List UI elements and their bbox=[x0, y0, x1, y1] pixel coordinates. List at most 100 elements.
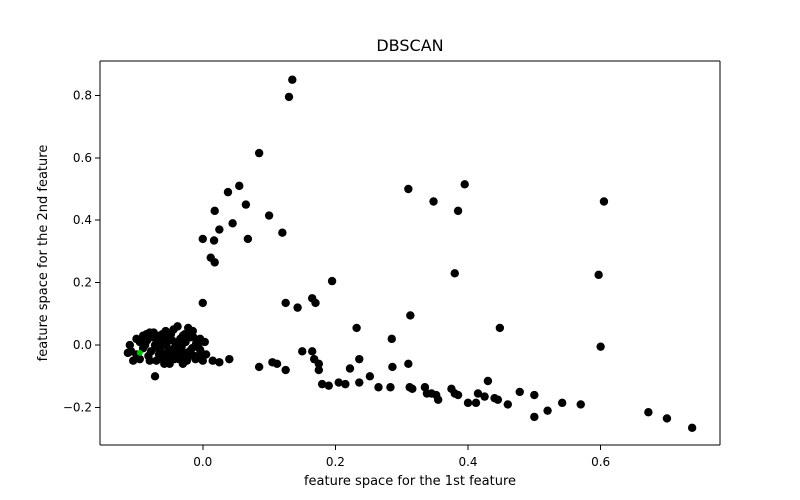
black-data-point bbox=[471, 398, 481, 408]
black-data-point bbox=[198, 356, 207, 365]
x-ticks: 0.0 0.2 0.4 0.6 bbox=[193, 445, 610, 469]
y-ticks: −0.2 0.0 0.2 0.4 0.6 0.8 bbox=[63, 88, 100, 415]
black-data-point bbox=[156, 345, 165, 354]
black-data-point bbox=[281, 365, 290, 375]
y-tick-label: 0.0 bbox=[73, 338, 92, 352]
black-data-point bbox=[123, 348, 133, 358]
black-data-point bbox=[311, 298, 320, 308]
black-data-point bbox=[408, 384, 417, 394]
black-data-point bbox=[201, 350, 211, 359]
black-data-point bbox=[374, 383, 383, 392]
black-data-point bbox=[208, 356, 217, 365]
black-data-point bbox=[272, 359, 282, 369]
black-data-point bbox=[254, 362, 264, 372]
black-data-point bbox=[152, 336, 162, 345]
black-data-point bbox=[317, 379, 327, 389]
black-data-point bbox=[178, 347, 187, 356]
black-data-point bbox=[429, 197, 438, 206]
green-data-point bbox=[136, 349, 143, 356]
black-data-point bbox=[168, 336, 177, 345]
black-data-point bbox=[145, 356, 154, 365]
black-data-point bbox=[200, 337, 209, 347]
black-data-point bbox=[355, 354, 364, 364]
black-data-point bbox=[146, 347, 156, 356]
y-tick-label: 0.2 bbox=[73, 276, 92, 290]
black-data-point bbox=[387, 334, 396, 344]
black-data-point bbox=[352, 323, 361, 333]
black-data-point bbox=[228, 219, 237, 228]
black-data-point bbox=[530, 390, 539, 400]
black-data-point bbox=[433, 395, 443, 404]
black-data-point bbox=[460, 180, 469, 189]
black-data-point bbox=[480, 392, 489, 401]
y-axis-label: feature space for the 2nd feature bbox=[36, 145, 51, 362]
black-data-point bbox=[662, 414, 672, 423]
black-data-point bbox=[278, 228, 287, 237]
black-data-point bbox=[223, 187, 233, 197]
black-data-point bbox=[334, 378, 343, 387]
black-data-point bbox=[345, 364, 355, 373]
black-data-point bbox=[198, 298, 207, 308]
black-data-point bbox=[599, 197, 609, 206]
black-data-point bbox=[557, 398, 567, 408]
black-data-point bbox=[225, 354, 234, 364]
plot-area bbox=[99, 60, 721, 446]
black-data-point bbox=[404, 359, 413, 369]
black-data-point bbox=[173, 322, 182, 331]
black-data-point bbox=[191, 354, 200, 364]
black-data-point bbox=[515, 387, 524, 397]
black-data-point bbox=[365, 372, 375, 381]
black-data-point bbox=[243, 234, 253, 244]
black-data-point bbox=[209, 236, 219, 245]
black-data-point bbox=[175, 337, 184, 347]
y-tick-label: 0.6 bbox=[73, 151, 92, 165]
black-data-point bbox=[125, 340, 135, 350]
black-data-point bbox=[281, 298, 290, 308]
black-data-point bbox=[473, 389, 483, 398]
black-data-point bbox=[594, 270, 603, 280]
black-data-point bbox=[388, 362, 397, 372]
black-data-point bbox=[215, 225, 224, 234]
black-data-point bbox=[298, 347, 307, 356]
x-axis-label: feature space for the 1st feature bbox=[304, 474, 516, 489]
black-data-point bbox=[687, 423, 697, 433]
black-data-point bbox=[327, 276, 337, 286]
black-data-point bbox=[284, 92, 294, 102]
black-data-point bbox=[288, 75, 297, 84]
black-data-point bbox=[644, 408, 653, 417]
black-data-point bbox=[215, 358, 224, 367]
black-data-point bbox=[453, 206, 463, 216]
black-data-point bbox=[142, 336, 152, 345]
black-data-point bbox=[188, 326, 198, 336]
black-data-point bbox=[503, 400, 513, 409]
black-data-point bbox=[495, 323, 505, 333]
y-tick-label: −0.2 bbox=[63, 401, 92, 415]
black-data-point bbox=[150, 372, 160, 381]
black-data-point bbox=[307, 347, 317, 356]
black-data-point bbox=[314, 365, 324, 375]
black-data-point bbox=[463, 398, 473, 408]
black-data-point bbox=[530, 412, 539, 422]
x-tick-label: 0.2 bbox=[326, 455, 345, 469]
black-data-point bbox=[406, 311, 415, 320]
black-data-point bbox=[543, 406, 552, 415]
black-data-point bbox=[450, 269, 459, 278]
black-data-point bbox=[132, 334, 141, 344]
black-data-point bbox=[596, 342, 605, 351]
black-data-point bbox=[324, 381, 333, 390]
black-data-point bbox=[264, 211, 274, 220]
black-data-point bbox=[210, 206, 219, 216]
black-data-point bbox=[198, 234, 207, 244]
black-data-point bbox=[210, 258, 219, 267]
black-data-point bbox=[453, 390, 463, 400]
y-tick-label: 0.8 bbox=[73, 88, 92, 102]
black-data-point bbox=[314, 359, 324, 369]
chart-title: DBSCAN bbox=[376, 36, 443, 55]
y-tick-label: 0.4 bbox=[73, 213, 92, 227]
black-data-point bbox=[128, 356, 138, 365]
black-data-point bbox=[355, 378, 364, 387]
black-data-point bbox=[149, 328, 158, 337]
x-tick-label: 0.0 bbox=[193, 455, 212, 469]
